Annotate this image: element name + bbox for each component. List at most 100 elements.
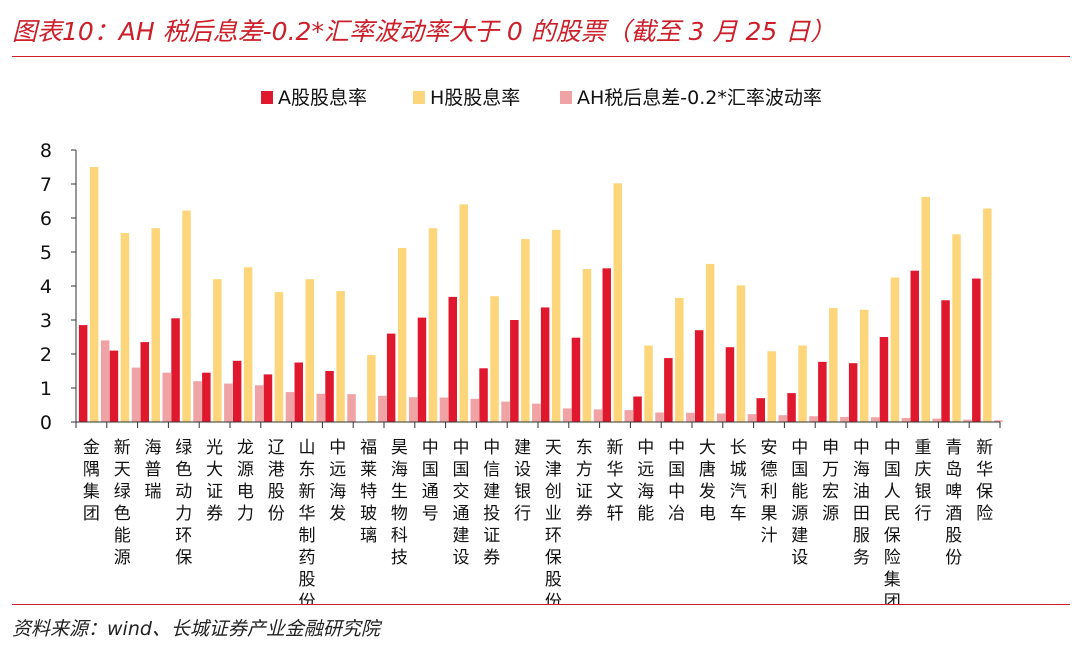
bar-s1-25 <box>818 361 827 422</box>
bar-s2-27 <box>890 277 900 422</box>
x-tick-label: 天津创业环保股份 <box>545 438 562 605</box>
bar-s3-20 <box>686 412 695 422</box>
bar-s1-24 <box>787 393 796 422</box>
x-tick-label: 安德利果汁 <box>761 438 778 546</box>
bar-s1-11 <box>386 333 396 422</box>
x-tick-label: 中国人民保险集团 <box>884 438 901 605</box>
bar-s1-13 <box>448 296 457 422</box>
bar-s1-22 <box>725 347 735 422</box>
bar-s3-24 <box>809 416 818 422</box>
bar-s3-8 <box>316 393 325 422</box>
x-tick-label: 新华文轩 <box>607 438 624 524</box>
y-tick-label: 7 <box>40 174 52 196</box>
bar-s3-6 <box>254 385 264 422</box>
legend-swatch-2 <box>413 91 425 104</box>
bar-s1-16 <box>540 307 550 422</box>
bar-s3-21 <box>716 413 726 422</box>
y-tick-label: 5 <box>40 242 52 264</box>
y-tick-label: 1 <box>40 378 52 400</box>
x-tick-label: 新华保险 <box>976 438 993 524</box>
bar-s2-24 <box>798 345 807 422</box>
bar-s2-26 <box>859 309 869 422</box>
x-tick-label: 重庆银行 <box>915 438 932 524</box>
bar-s2-4 <box>182 210 191 422</box>
x-tick-label: 海普瑞 <box>145 438 162 502</box>
x-tick-label: 绿色动力环保 <box>175 438 192 568</box>
bar-s3-13 <box>470 398 479 422</box>
y-axis: 0 1 2 3 4 5 6 7 8 <box>40 140 77 434</box>
bar-s2-12 <box>428 228 438 422</box>
legend-label-2: H股股息率 <box>430 87 520 109</box>
bar-chart: A股股息率 H股股息率 AH税后息差-0.2*汇率波动率 0 1 2 3 4 5 6 7 8 金隅集… <box>40 87 1003 605</box>
bar-s2-7 <box>274 292 284 422</box>
bar-s2-20 <box>675 297 684 422</box>
bar-s3-30 <box>994 420 1003 422</box>
x-tick-label: 中远海能 <box>637 438 654 524</box>
bar-s1-28 <box>910 270 919 422</box>
bar-s1-19 <box>633 396 642 422</box>
bar-s2-6 <box>243 267 253 422</box>
bar-s1-5 <box>202 372 211 422</box>
bar-s2-15 <box>521 239 530 422</box>
bar-s3-5 <box>224 383 233 422</box>
x-tick-label: 东方证券 <box>576 438 593 524</box>
y-tick-label: 4 <box>40 276 52 298</box>
bar-s1-3 <box>140 342 149 422</box>
bar-s2-22 <box>736 285 746 422</box>
x-tick-label: 辽港股份 <box>268 438 285 524</box>
y-tick-label: 2 <box>40 344 52 366</box>
legend-label-3: AH税后息差-0.2*汇率波动率 <box>577 87 822 109</box>
x-tick-label: 中国中冶 <box>668 438 685 524</box>
bar-s3-22 <box>747 414 757 422</box>
bar-s3-1 <box>100 340 110 422</box>
bar-s1-12 <box>417 317 427 422</box>
legend-label-1: A股股息率 <box>278 87 367 109</box>
bar-s1-18 <box>602 268 611 422</box>
y-tick-label: 3 <box>40 310 52 332</box>
y-tick-label: 6 <box>40 208 52 230</box>
bar-s2-13 <box>459 204 468 422</box>
bar-s3-7 <box>285 392 295 422</box>
legend-swatch-3 <box>560 91 572 104</box>
bar-s3-25 <box>840 416 849 422</box>
bar-s2-29 <box>952 234 961 422</box>
bar-s2-25 <box>829 308 838 422</box>
x-tick-label: 龙源电力 <box>237 438 254 524</box>
bar-s1-2 <box>109 350 119 422</box>
x-tick-label: 昊海生物科技 <box>391 438 408 568</box>
x-tick-label: 中海油田服务 <box>853 438 870 568</box>
bar-s1-14 <box>479 368 488 422</box>
bar-s1-9 <box>325 371 334 422</box>
bar-s1-20 <box>664 358 673 422</box>
bar-s2-23 <box>767 351 776 422</box>
bar-s3-14 <box>501 401 510 422</box>
bar-s3-9 <box>347 394 356 422</box>
x-tick-label: 中远海发 <box>329 438 346 524</box>
bar-s3-17 <box>593 409 603 422</box>
bar-s3-10 <box>378 395 387 422</box>
bar-s1-17 <box>571 337 581 422</box>
bar-s3-2 <box>131 367 141 422</box>
bar-s3-11 <box>408 397 418 422</box>
x-tick-label: 山东新华制药股份 <box>299 438 316 605</box>
source-note: 资料来源：wind、长城证券产业金融研究院 <box>12 618 380 640</box>
bar-s2-5 <box>213 279 222 422</box>
x-axis: 金隅集团新天绿色能源海普瑞绿色动力环保光大证券龙源电力辽港股份山东新华制药股份中… <box>75 421 1001 605</box>
bar-s3-26 <box>870 417 880 422</box>
bar-s2-30 <box>983 208 992 422</box>
bar-s1-30 <box>972 278 981 422</box>
bar-s2-16 <box>551 229 561 422</box>
x-tick-label: 金隅集团 <box>83 438 100 524</box>
x-tick-label: 中信建投证券 <box>483 438 500 568</box>
bar-s2-19 <box>644 345 653 422</box>
bar-s2-11 <box>397 247 407 422</box>
bar-s2-2 <box>120 232 130 422</box>
title-divider <box>12 56 1070 57</box>
source-divider <box>12 604 1070 605</box>
chart-title: 图表10：AH 税后息差-0.2*汇率波动率大于 0 的股票（截至 3 月 25… <box>12 17 836 46</box>
bar-s1-7 <box>263 374 273 422</box>
bar-s2-18 <box>613 183 622 422</box>
x-tick-label: 中国交通建设 <box>453 438 470 568</box>
x-tick-label: 光大证券 <box>206 438 223 524</box>
bar-s2-3 <box>151 228 160 422</box>
